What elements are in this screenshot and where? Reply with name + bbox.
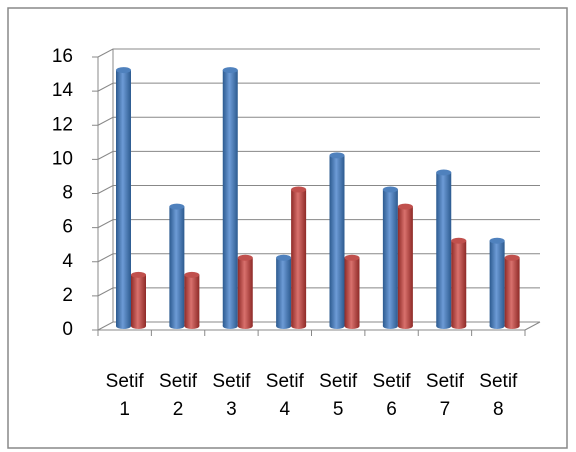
x-tick-label: Setif 7 xyxy=(425,371,464,420)
bar xyxy=(169,206,185,326)
floor-right xyxy=(524,321,541,331)
y-tick-label: 0 xyxy=(62,319,73,340)
bar-top xyxy=(291,186,307,193)
bar-top xyxy=(131,271,146,278)
grid-line xyxy=(97,219,540,229)
bar-top xyxy=(451,237,467,244)
grid-line xyxy=(97,287,540,297)
bar-top xyxy=(329,152,345,159)
bar xyxy=(291,189,307,326)
y-tick-label: 8 xyxy=(62,183,73,204)
bar xyxy=(237,257,253,326)
bar-top xyxy=(184,271,200,278)
y-tick-label: 16 xyxy=(52,46,73,67)
y-tick-label: 6 xyxy=(62,217,73,238)
x-tick-label: Setif 6 xyxy=(372,371,411,420)
bar xyxy=(329,155,345,326)
bar xyxy=(436,172,452,326)
x-tick-label: Setif 5 xyxy=(319,371,358,420)
x-tick-label: Setif 3 xyxy=(212,371,251,420)
bar xyxy=(382,189,398,326)
bar xyxy=(222,70,238,326)
bar xyxy=(504,257,520,326)
grid-line xyxy=(97,48,540,58)
bar xyxy=(131,274,146,326)
bar xyxy=(397,206,413,326)
bar-top xyxy=(237,254,253,261)
grid-line xyxy=(97,150,540,160)
bar xyxy=(451,240,467,326)
chart-border xyxy=(7,7,568,449)
bar-top xyxy=(116,67,131,74)
grid-line xyxy=(97,185,540,194)
bar-top xyxy=(489,237,505,244)
grid-line xyxy=(97,253,540,263)
bar-top xyxy=(344,254,360,261)
bar xyxy=(344,257,360,326)
bar-top xyxy=(222,67,238,74)
x-tick-label: Setif 1 xyxy=(105,371,144,420)
bar-top xyxy=(276,254,292,261)
bar-top xyxy=(504,254,520,261)
bar xyxy=(276,257,292,326)
bar-top xyxy=(397,203,413,210)
bar-top xyxy=(169,203,185,210)
x-tick-label: Setif 8 xyxy=(479,371,518,420)
grid-line xyxy=(97,82,540,92)
bar-top xyxy=(382,186,398,193)
x-tick-label: Setif 2 xyxy=(159,371,198,420)
y-tick-label: 2 xyxy=(62,285,73,306)
bar xyxy=(116,70,131,326)
grid-line xyxy=(97,321,540,331)
bar-top xyxy=(436,169,452,176)
y-tick-label: 12 xyxy=(52,114,73,135)
y-tick-label: 4 xyxy=(62,251,73,272)
grid-line xyxy=(97,116,540,126)
y-tick-label: 10 xyxy=(52,148,73,169)
bar xyxy=(184,274,200,326)
y-tick-label: 14 xyxy=(52,80,74,101)
x-tick-label: Setif 4 xyxy=(265,371,304,420)
bar xyxy=(489,240,505,326)
